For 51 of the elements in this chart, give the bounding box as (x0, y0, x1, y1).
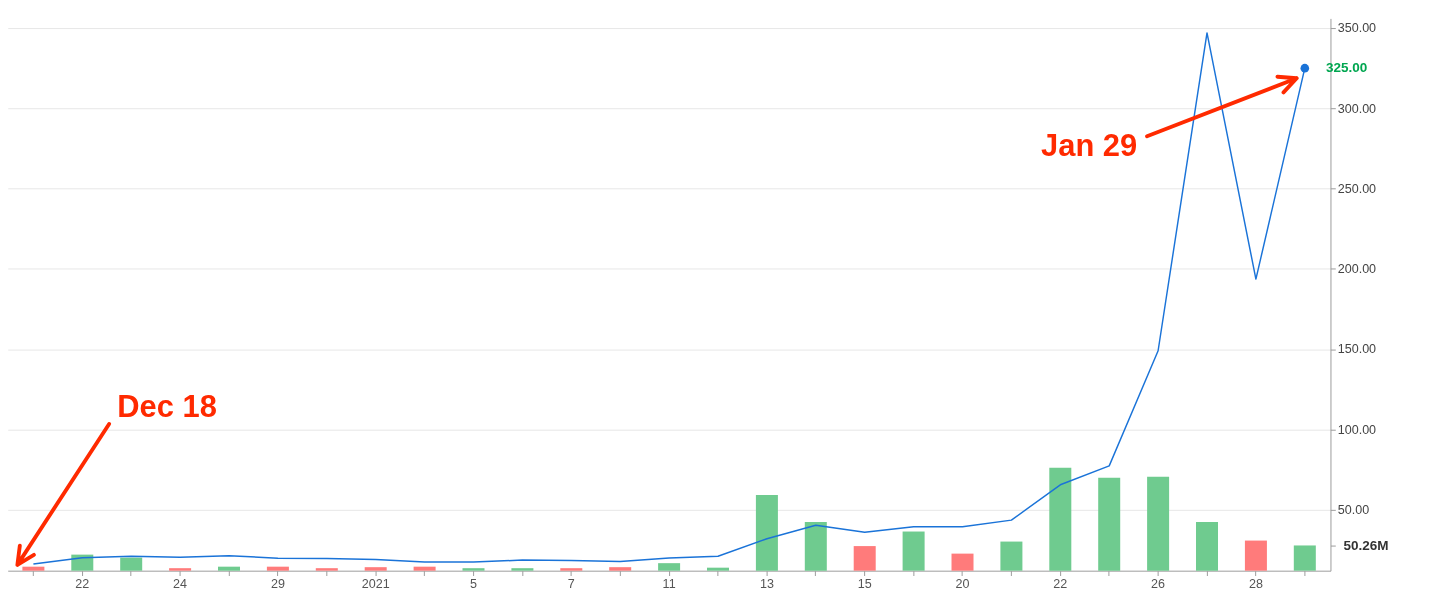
annotation: Dec 18 (117, 389, 217, 425)
y-tick-label: 350.00 (1337, 21, 1377, 36)
x-tick-label: 13 (759, 576, 774, 591)
bar (315, 568, 338, 571)
bar (22, 566, 45, 571)
annotation: Jan 29 (1041, 128, 1138, 164)
bar (462, 568, 485, 571)
bar (804, 521, 827, 571)
bar (1244, 540, 1267, 571)
y-tick-label: 50.00 (1337, 503, 1370, 518)
bar (169, 568, 192, 571)
bar (120, 557, 143, 571)
x-tick-label: 20 (955, 576, 970, 591)
bar (413, 566, 436, 571)
x-tick-label: 29 (270, 576, 285, 591)
x-tick-label: 11 (662, 576, 676, 591)
bar (707, 567, 730, 571)
x-tick-label: 2021 (361, 576, 390, 591)
data-label: 325.00 (1326, 60, 1368, 76)
bar (853, 546, 876, 571)
bar (609, 567, 632, 571)
bar (1049, 467, 1072, 571)
bar (1147, 476, 1170, 571)
x-tick-label: 24 (173, 576, 188, 591)
x-tick-label: 26 (1151, 576, 1166, 591)
x-tick-label: 22 (75, 576, 90, 591)
bar (218, 566, 240, 571)
bar (755, 494, 778, 571)
bar (560, 568, 583, 571)
bar (658, 563, 681, 571)
bar (951, 553, 974, 571)
x-tick-label: 15 (857, 576, 872, 591)
bar (902, 531, 925, 571)
x-tick-label: 5 (470, 576, 478, 591)
bar (1293, 545, 1316, 571)
y-tick-label: 250.00 (1337, 181, 1377, 196)
y-tick-label: 200.00 (1337, 262, 1377, 277)
y-tick-label: 150.00 (1337, 342, 1377, 357)
bar (1196, 521, 1219, 571)
x-tick-label: 22 (1053, 576, 1068, 591)
bar (1000, 541, 1023, 571)
y-tick-label: 300.00 (1337, 101, 1377, 116)
x-tick-label: 28 (1248, 576, 1263, 591)
bar (266, 566, 289, 571)
x-tick-label: 7 (567, 576, 575, 591)
y2-tick-label: 50.26M (1343, 537, 1389, 553)
bar (364, 567, 387, 571)
y-tick-label: 100.00 (1337, 422, 1377, 437)
bar (511, 568, 534, 571)
bar (71, 554, 94, 571)
bar (1098, 477, 1121, 571)
